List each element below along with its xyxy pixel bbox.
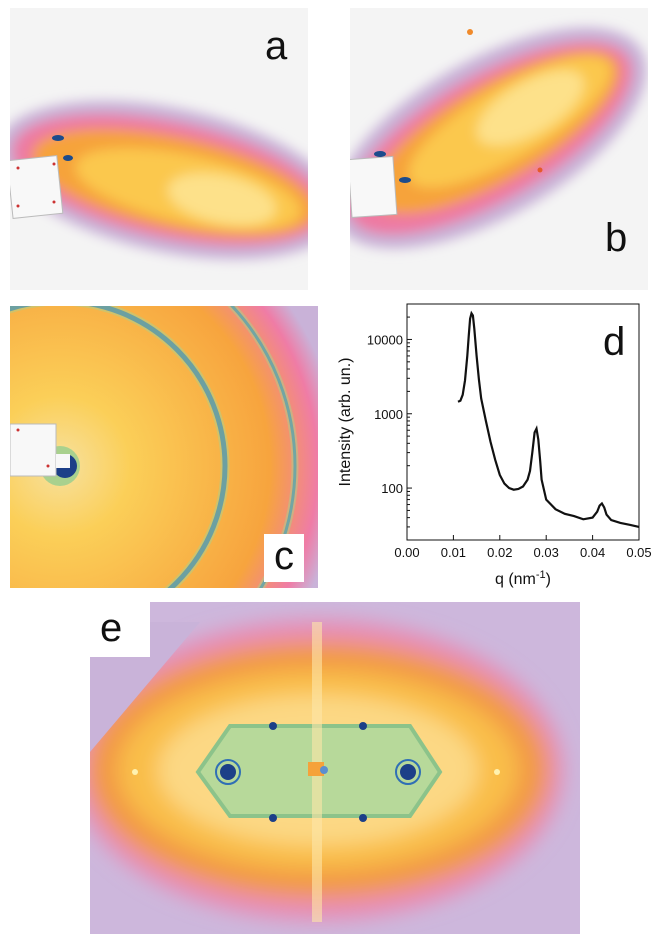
x-tick-label: 0.03 xyxy=(534,545,559,560)
x-tick-label: 0.04 xyxy=(580,545,605,560)
plot-frame xyxy=(406,303,640,541)
x-tick-label: 0.00 xyxy=(394,545,419,560)
saxs-pattern-e: e xyxy=(90,602,580,934)
x-tick-label: 0.01 xyxy=(441,545,466,560)
intensity-profile-chart: 100 1000 10000 0.00 0.01 0.02 0.03 0.04 0.05 In… xyxy=(318,300,653,600)
y-tick-label: 1000 xyxy=(374,407,403,422)
panel-label-a: a xyxy=(265,24,288,68)
saxs-pattern-b: b xyxy=(350,8,648,290)
panel-label-d: d xyxy=(603,320,626,364)
saxs-pattern-a: a xyxy=(10,8,308,290)
x-axis-label: q (nm-1) xyxy=(495,569,551,588)
panel-label-b: b xyxy=(605,216,628,260)
saxs-pattern-c: c xyxy=(10,306,318,588)
panel-label-e: e xyxy=(100,606,123,650)
y-tick-label: 10000 xyxy=(367,332,403,347)
x-tick-label: 0.02 xyxy=(487,545,512,560)
chart-svg: 100 1000 10000 0.00 0.01 0.02 0.03 0.04 0.05 In… xyxy=(337,303,652,588)
y-axis-label: Intensity (arb. un.) xyxy=(337,358,354,487)
series-line xyxy=(457,310,640,528)
y-tick-label: 100 xyxy=(381,481,403,496)
x-tick-label: 0.05 xyxy=(626,545,651,560)
panel-label-c: c xyxy=(264,534,304,582)
